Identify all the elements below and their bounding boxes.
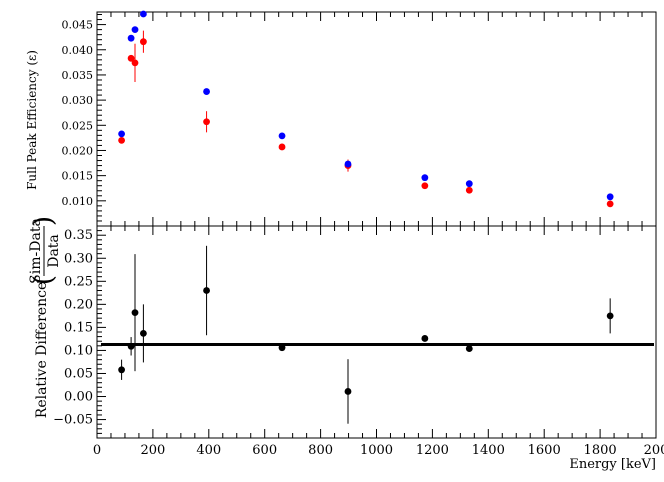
bottom-frame — [96, 225, 657, 439]
x-tick-label: 200 — [140, 443, 165, 458]
bottom-series0-point — [465, 345, 473, 352]
top-series0-point — [131, 59, 139, 67]
top-series1-point — [606, 193, 614, 201]
top-series0-point — [278, 143, 286, 151]
top-y-tick-label: 0.040 — [62, 44, 94, 57]
ratio-numerator: Sim-Data — [28, 218, 44, 284]
bottom-y-tick-label: 0.15 — [64, 320, 93, 335]
x-tick-label: 1200 — [416, 443, 449, 458]
bottom-y-tick-label: 0.25 — [64, 274, 93, 289]
top-series1-point — [139, 10, 147, 18]
x-tick-label: 1800 — [584, 443, 617, 458]
x-tick-label: 200 — [644, 443, 664, 458]
bottom-series0-point — [606, 312, 614, 320]
x-tick-label: 800 — [308, 443, 333, 458]
top-series1-point — [344, 160, 352, 168]
top-y-tick-label: 0.030 — [62, 94, 94, 107]
top-series1-point — [278, 132, 286, 140]
top-series1-point — [127, 34, 135, 42]
bottom-y-tick-label: 0.20 — [64, 297, 93, 312]
bottom-series0-point — [203, 287, 210, 294]
x-tick-label: 0 — [93, 443, 101, 458]
top-y-tick-label: 0.020 — [62, 144, 94, 157]
top-series1-point — [131, 26, 139, 34]
top-y-tick-label: 0.015 — [62, 170, 94, 183]
bottom-y-axis-title: Relative Difference ( Sim-Data Data ) — [28, 216, 62, 418]
bottom-series0-point — [139, 329, 147, 337]
top-series0-point — [127, 54, 135, 62]
top-series1-point — [203, 88, 210, 95]
bottom-series0-point — [131, 309, 139, 317]
top-series0-point — [421, 182, 429, 190]
top-series0-point — [118, 137, 125, 144]
top-y-tick-label: 0.035 — [62, 69, 94, 82]
top-series0-point — [139, 38, 147, 46]
close-paren: ) — [29, 216, 59, 226]
bottom-y-tick-label: 0.00 — [64, 390, 93, 405]
ratio-denominator: Data — [46, 234, 62, 268]
top-y-tick-label: 0.025 — [62, 119, 94, 132]
x-tick-label: 1000 — [360, 443, 393, 458]
x-axis-title: Energy [keV] — [569, 457, 656, 472]
bottom-y-tick-label: 0.30 — [64, 251, 93, 266]
relative-difference-label: Relative Difference — [34, 282, 50, 418]
top-y-tick-label: 0.045 — [62, 19, 94, 32]
bottom-series0-point — [118, 366, 125, 374]
bottom-series0-point — [344, 388, 352, 395]
bottom-y-tick-label: −0.05 — [53, 413, 93, 428]
top-series0-point — [606, 200, 614, 208]
bottom-y-tick-label: 0.35 — [64, 228, 93, 243]
bottom-series0-point — [278, 344, 286, 352]
top-panel: 0.010 0.015 0.020 0.025 0.030 0.035 0.040 0.045 — [62, 10, 657, 227]
x-tick-label: 600 — [252, 443, 277, 458]
top-series0-point — [465, 186, 473, 194]
open-paren: ( — [29, 275, 59, 285]
x-tick-label: 400 — [196, 443, 221, 458]
top-y-tick-label: 0.010 — [62, 195, 94, 208]
x-tick-label: 1400 — [472, 443, 505, 458]
bottom-panel: −0.05 0.00 0.05 0.10 0.15 0.20 0.25 0.30 0.35 0 20… — [53, 225, 664, 458]
top-series1-point — [421, 174, 429, 182]
bottom-series0-point — [127, 342, 135, 350]
bottom-y-tick-label: 0.10 — [64, 343, 93, 358]
bottom-y-tick-label: 0.05 — [64, 366, 93, 381]
x-tick-label: 1600 — [528, 443, 561, 458]
top-frame — [96, 11, 657, 227]
top-series1-point — [118, 130, 125, 138]
top-series1-point — [465, 180, 473, 188]
top-y-axis-title: Full Peak Efficiency (ε) — [25, 50, 39, 190]
top-series0-point — [203, 118, 210, 126]
bottom-series0-point — [421, 335, 429, 342]
